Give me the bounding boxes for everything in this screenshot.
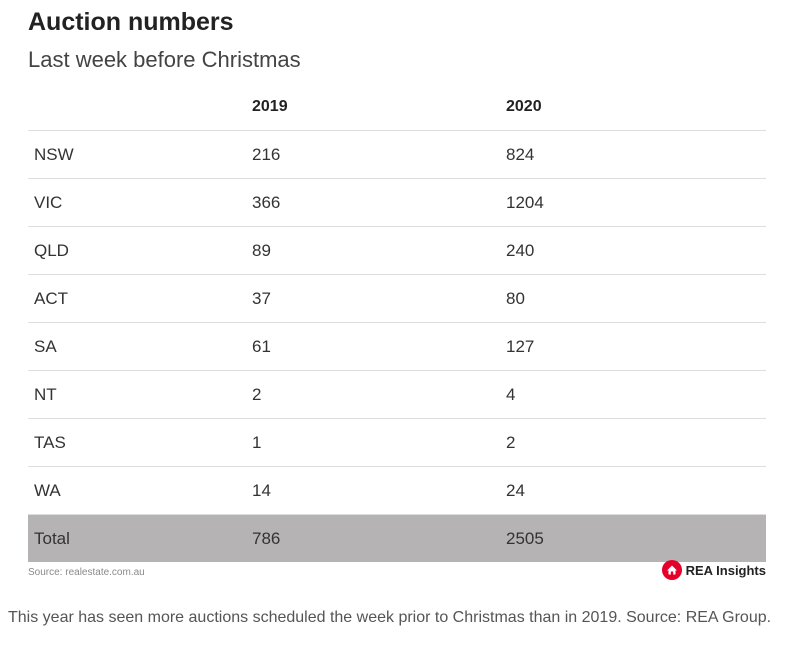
table-row: NSW 216 824 — [28, 131, 766, 179]
value-2019-cell: 1 — [252, 432, 262, 452]
table-row: ACT 37 80 — [28, 275, 766, 323]
house-icon — [661, 560, 682, 580]
value-2019-cell: 14 — [252, 480, 271, 500]
header-cell-2020: 2020 — [506, 98, 542, 115]
region-cell: SA — [34, 336, 57, 356]
table-header-row: 2019 2020 — [28, 84, 766, 131]
value-2019-cell: 216 — [252, 144, 281, 164]
image-caption: This year has seen more auctions schedul… — [8, 609, 772, 626]
chart-subtitle: Last week before Christmas — [28, 47, 301, 72]
value-2020-cell: 24 — [506, 480, 525, 500]
region-cell: WA — [34, 480, 61, 500]
total-label: Total — [34, 528, 70, 548]
table-row: TAS 1 2 — [28, 419, 766, 467]
region-cell: NSW — [34, 144, 74, 164]
value-2020-cell: 80 — [506, 288, 525, 308]
value-2020-cell: 824 — [506, 144, 535, 164]
value-2019-cell: 2 — [252, 384, 262, 404]
region-cell: ACT — [34, 288, 68, 308]
table-total-row: Total 786 2505 — [28, 515, 766, 562]
total-2019: 786 — [252, 528, 281, 548]
table-row: WA 14 24 — [28, 467, 766, 515]
value-2020-cell: 127 — [506, 336, 535, 356]
total-2020: 2505 — [506, 528, 544, 548]
value-2020-cell: 1204 — [506, 192, 544, 212]
region-cell: VIC — [34, 192, 63, 212]
region-cell: QLD — [34, 240, 69, 260]
table-row: VIC 366 1204 — [28, 179, 766, 227]
region-cell: NT — [34, 384, 57, 404]
value-2020-cell: 4 — [506, 384, 516, 404]
value-2019-cell: 366 — [252, 192, 281, 212]
region-cell: TAS — [34, 432, 66, 452]
table-row: SA 61 127 — [28, 323, 766, 371]
table-row: NT 2 4 — [28, 371, 766, 419]
value-2019-cell: 37 — [252, 288, 271, 308]
value-2020-cell: 2 — [506, 432, 516, 452]
value-2020-cell: 240 — [506, 240, 535, 260]
chart-title: Auction numbers — [28, 8, 234, 36]
header-cell-2019: 2019 — [252, 98, 288, 115]
table-row: QLD 89 240 — [28, 227, 766, 275]
value-2019-cell: 61 — [252, 336, 271, 356]
auction-table: 2019 2020 NSW 216 824 VIC 366 1204 QLD 89 240 ACT… — [28, 84, 766, 562]
source-note: Source: realestate.com.au — [28, 567, 145, 578]
value-2019-cell: 89 — [252, 240, 271, 260]
rea-insights-logo: REA Insights — [661, 560, 766, 580]
logo-text: REA Insights — [685, 562, 766, 578]
table-body: NSW 216 824 VIC 366 1204 QLD 89 240 ACT 37 80 SA 61 12… — [28, 131, 766, 515]
